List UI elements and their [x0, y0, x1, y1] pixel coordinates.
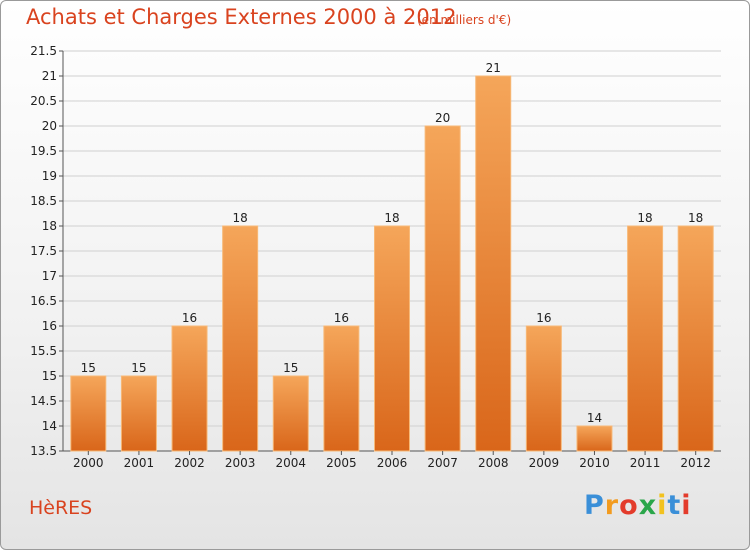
x-tick-label: 2007 — [427, 456, 458, 470]
logo-letter: i — [657, 490, 668, 521]
bar-value-label: 16 — [334, 311, 349, 325]
bar — [222, 225, 259, 452]
y-tick-label: 17.5 — [30, 244, 57, 258]
bar — [120, 375, 157, 452]
logo-letter: x — [638, 490, 658, 521]
bar — [70, 375, 107, 452]
y-tick-label: 15.5 — [30, 344, 57, 358]
bar — [171, 325, 208, 452]
chart-title: Achats et Charges Externes 2000 à 2012 — [26, 5, 457, 29]
y-tick-label: 19.5 — [30, 144, 57, 158]
y-tick-label: 21 — [42, 69, 57, 83]
bar — [677, 225, 714, 452]
x-tick-label: 2010 — [579, 456, 610, 470]
bar-value-label: 16 — [536, 311, 551, 325]
y-tick-label: 14 — [42, 419, 57, 433]
bar — [272, 375, 309, 452]
x-tick-label: 2003 — [225, 456, 256, 470]
y-tick-label: 16.5 — [30, 294, 57, 308]
bar — [323, 325, 360, 452]
y-tick-label: 16 — [42, 319, 57, 333]
bar-value-label: 14 — [587, 411, 602, 425]
town-name: HèRES — [29, 497, 93, 519]
proxiti-logo: Proxiti — [584, 490, 692, 521]
logo-letter: i — [681, 490, 692, 521]
bar — [576, 425, 613, 452]
bar-value-label: 18 — [384, 211, 399, 225]
x-tick-label: 2012 — [680, 456, 711, 470]
chart-unit: (en milliers d'€) — [417, 13, 512, 27]
y-tick-label: 15 — [42, 369, 57, 383]
bar — [475, 75, 512, 452]
y-tick-label: 20.5 — [30, 94, 57, 108]
y-tick-label: 13.5 — [30, 444, 57, 458]
y-tick-label: 20 — [42, 119, 57, 133]
bar-value-label: 18 — [688, 211, 703, 225]
y-tick-label: 18 — [42, 219, 57, 233]
x-tick-label: 2006 — [377, 456, 408, 470]
bar-value-label: 20 — [435, 111, 450, 125]
bar-value-label: 15 — [131, 361, 146, 375]
x-tick-label: 2011 — [630, 456, 661, 470]
logo-letter: o — [619, 490, 639, 521]
logo-letter: P — [584, 490, 605, 521]
y-tick-label: 18.5 — [30, 194, 57, 208]
logo-letter: t — [667, 490, 682, 521]
bar-value-label: 21 — [486, 61, 501, 75]
x-tick-label: 2009 — [529, 456, 560, 470]
x-tick-label: 2000 — [73, 456, 104, 470]
bar-value-label: 15 — [283, 361, 298, 375]
bar — [627, 225, 664, 452]
bar-value-label: 18 — [637, 211, 652, 225]
x-tick-label: 2001 — [124, 456, 155, 470]
logo-letter: r — [604, 490, 620, 521]
x-tick-label: 2005 — [326, 456, 357, 470]
bar-value-label: 18 — [233, 211, 248, 225]
bar — [525, 325, 562, 452]
x-tick-label: 2008 — [478, 456, 509, 470]
x-tick-label: 2004 — [275, 456, 306, 470]
y-tick-label: 14.5 — [30, 394, 57, 408]
y-tick-label: 17 — [42, 269, 57, 283]
bar-value-label: 15 — [81, 361, 96, 375]
bar — [424, 125, 461, 452]
y-tick-label: 21.5 — [30, 44, 57, 58]
bar-value-label: 16 — [182, 311, 197, 325]
bar — [374, 225, 410, 452]
x-tick-label: 2002 — [174, 456, 205, 470]
y-tick-label: 19 — [42, 169, 57, 183]
